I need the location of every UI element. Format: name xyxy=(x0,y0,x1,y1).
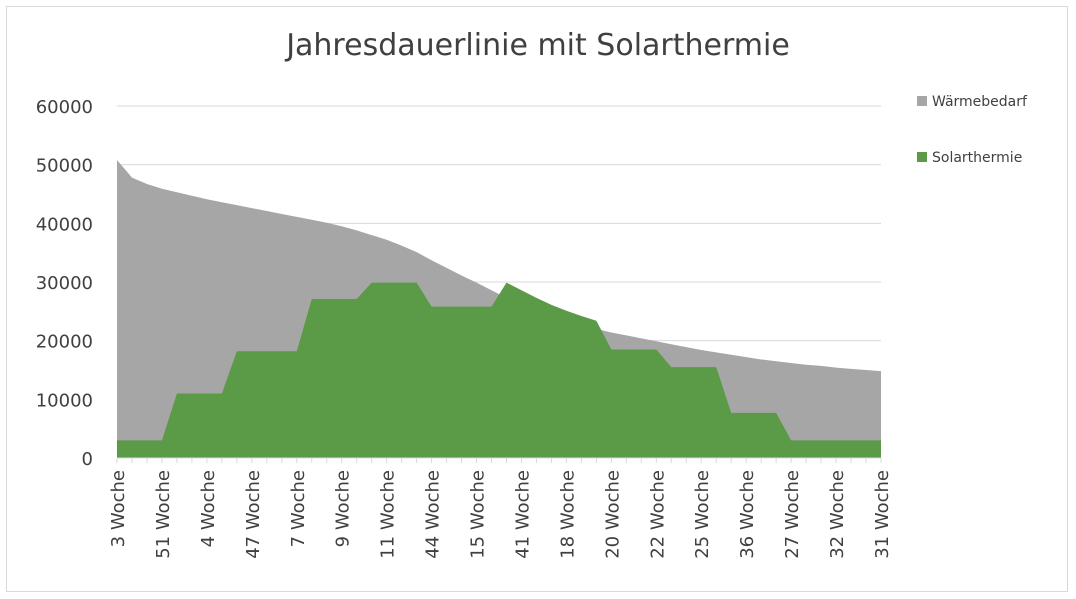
x-tick-label-13: 25 Woche xyxy=(692,470,713,559)
y-tick-label-0: 0 xyxy=(82,449,93,470)
y-tick-label-3: 30000 xyxy=(36,273,93,294)
x-tick-label-12: 22 Woche xyxy=(647,470,668,559)
x-tick-label-17: 31 Woche xyxy=(872,470,893,559)
y-tick-label-4: 40000 xyxy=(36,214,93,235)
x-tick-label-4: 7 Woche xyxy=(288,470,309,547)
x-tick-label-15: 27 Woche xyxy=(782,470,803,559)
x-tick-label-5: 9 Woche xyxy=(333,470,354,547)
x-tick-label-8: 15 Woche xyxy=(468,470,489,559)
legend-swatch-1 xyxy=(917,152,927,162)
legend-swatch-0 xyxy=(917,96,927,106)
y-tick-label-1: 10000 xyxy=(36,390,93,411)
chart-title: Jahresdauerlinie mit Solarthermie xyxy=(286,28,790,63)
y-tick-label-2: 20000 xyxy=(36,332,93,353)
area-1 xyxy=(117,282,881,458)
legend-label-0: Wärmebedarf xyxy=(932,94,1028,110)
y-tick-label-6: 60000 xyxy=(36,97,93,118)
x-tick-label-14: 36 Woche xyxy=(737,470,758,559)
x-tick-label-9: 41 Woche xyxy=(512,470,533,559)
area-series xyxy=(117,159,881,458)
x-tick-label-11: 20 Woche xyxy=(602,470,623,559)
x-axis: 3 Woche 51 Woche 4 Woche 47 Woche 7 Woche 9 W… xyxy=(108,457,893,559)
y-axis: 0 10000 20000 30000 40000 50000 60000 xyxy=(36,97,93,470)
x-tick-label-3: 47 Woche xyxy=(243,470,264,559)
x-tick-label-1: 51 Woche xyxy=(153,470,174,559)
x-tick-label-16: 32 Woche xyxy=(827,470,848,559)
x-tick-label-6: 11 Woche xyxy=(378,470,399,559)
y-tick-label-5: 50000 xyxy=(36,156,93,177)
legend-label-1: Solarthermie xyxy=(932,150,1022,166)
x-tick-label-2: 4 Woche xyxy=(198,470,219,547)
x-tick-label-0: 3 Woche xyxy=(108,470,129,547)
x-tick-label-10: 18 Woche xyxy=(557,470,578,559)
legend: Wärmebedarf Solarthermie xyxy=(917,94,1028,166)
x-tick-label-7: 44 Woche xyxy=(423,470,444,559)
